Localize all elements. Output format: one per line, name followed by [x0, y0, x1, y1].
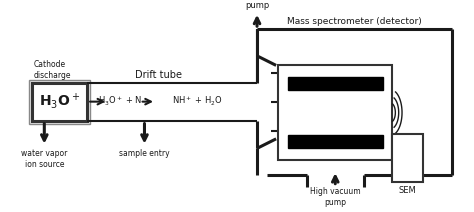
Text: water vapor
ion source: water vapor ion source — [21, 149, 67, 169]
Text: SEM: SEM — [399, 186, 417, 195]
Text: Mass spectrometer (detector): Mass spectrometer (detector) — [287, 17, 422, 26]
Text: sample entry: sample entry — [119, 149, 170, 158]
Text: Drift tube: Drift tube — [135, 70, 182, 80]
Text: pump: pump — [245, 1, 269, 10]
Bar — [278, 65, 392, 160]
Text: High vacuum
pump: High vacuum pump — [310, 187, 361, 207]
Bar — [288, 135, 383, 148]
Text: H$_3$O$^+$ + N: H$_3$O$^+$ + N — [99, 95, 143, 108]
Bar — [29, 80, 90, 124]
Text: H$_3$O$^+$: H$_3$O$^+$ — [39, 92, 80, 112]
Text: Cathode
discharge: Cathode discharge — [34, 60, 71, 80]
Bar — [288, 77, 383, 90]
Text: NH$^+$ + H$_2$O: NH$^+$ + H$_2$O — [172, 95, 222, 108]
Bar — [32, 82, 87, 121]
Bar — [392, 134, 423, 182]
